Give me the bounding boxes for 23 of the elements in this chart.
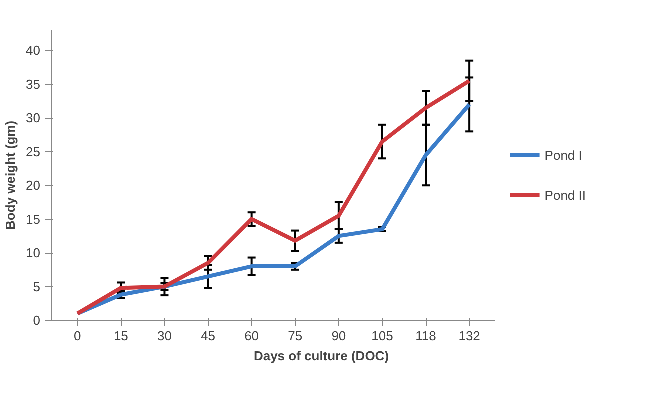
x-tick-label: 60 bbox=[244, 328, 260, 344]
x-tick-label: 118 bbox=[416, 328, 436, 344]
y-tick-label: 10 bbox=[26, 246, 41, 261]
x-tick-label: 90 bbox=[332, 328, 346, 344]
y-tick-label: 30 bbox=[26, 110, 41, 126]
y-tick-label: 5 bbox=[33, 279, 41, 294]
y-tick-label: 0 bbox=[33, 313, 41, 328]
legend-label: Pond II bbox=[544, 188, 586, 202]
y-tick-label: 25 bbox=[26, 144, 41, 160]
x-tick-label: 75 bbox=[288, 328, 303, 344]
x-tick-label: 30 bbox=[157, 328, 172, 344]
x-axis-title: Days of culture (DOC) bbox=[254, 348, 390, 364]
y-tick-label: 40 bbox=[26, 43, 41, 58]
x-tick-label: 132 bbox=[458, 328, 480, 344]
y-tick-label: 35 bbox=[26, 76, 41, 92]
x-tick-label: 15 bbox=[114, 328, 128, 344]
x-tick-label: 45 bbox=[201, 328, 216, 344]
legend-label: Pond I bbox=[544, 148, 584, 162]
y-tick-label: 15 bbox=[26, 212, 41, 227]
y-axis-title: Body weight (gm) bbox=[3, 120, 18, 230]
x-tick-label: 0 bbox=[74, 328, 82, 344]
x-tick-label: 105 bbox=[372, 328, 394, 344]
y-tick-label: 20 bbox=[26, 178, 41, 194]
